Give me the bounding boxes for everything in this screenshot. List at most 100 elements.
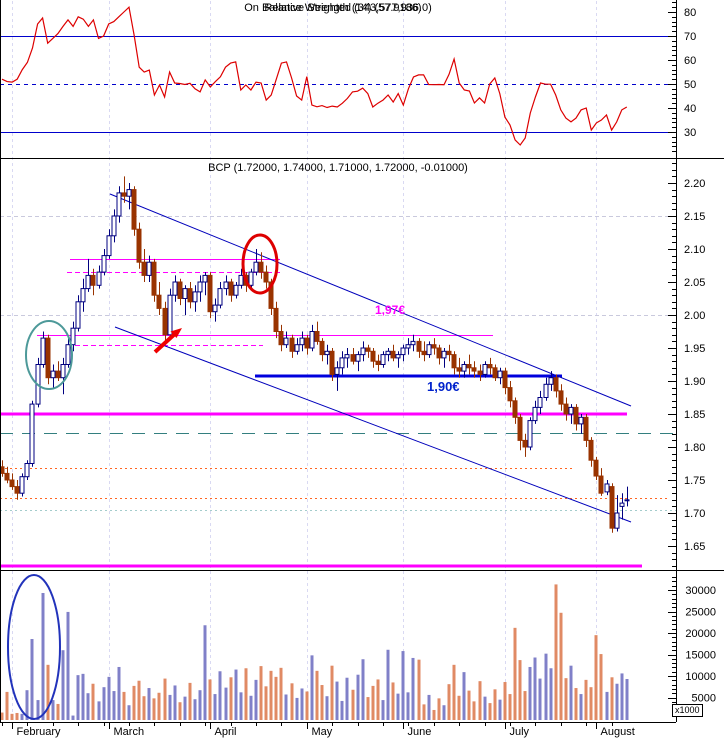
candle-body (0, 466, 5, 474)
candle-body (111, 215, 117, 237)
volume-bar (20, 713, 24, 720)
arrow-bounce[interactable] (153, 330, 179, 354)
trendline-lower-channel[interactable] (114, 326, 632, 523)
candle-body (45, 337, 51, 379)
volume-bar (142, 696, 146, 720)
candle-body (283, 337, 289, 346)
volume-axis-label: 10000 (685, 671, 716, 683)
candle-body (497, 370, 503, 379)
price-axis-label: 2.10 (684, 244, 705, 256)
candle-body (192, 291, 198, 303)
volume-bar (386, 649, 390, 720)
volume-bar (112, 691, 116, 720)
candle-body (421, 350, 427, 356)
volume-bar (97, 701, 101, 720)
candle-body (456, 367, 462, 372)
price-axis-label: 1.70 (684, 508, 705, 520)
volume-bar (351, 689, 355, 720)
volume-bar (620, 673, 624, 720)
candle-body (385, 350, 391, 356)
volume-bar (488, 703, 492, 720)
volume-bar (503, 682, 507, 720)
volume-bar (122, 691, 126, 720)
candle-body (350, 354, 356, 362)
rsi-axis-label: 70 (684, 31, 696, 43)
volume-plot-area[interactable] (0, 572, 676, 722)
volume-bar (366, 697, 370, 720)
volume-axis-label: 25000 (685, 607, 716, 619)
candle-body (40, 337, 46, 366)
volume-bar (117, 666, 121, 720)
candle-body (212, 304, 218, 313)
candle-body (593, 459, 599, 477)
candle-body (24, 463, 30, 478)
volume-bar (396, 693, 400, 720)
candle-body (578, 416, 584, 425)
volume-bar (518, 660, 522, 720)
volume-bar (193, 699, 197, 720)
candle-body (344, 354, 350, 359)
rsi-axis-label: 50 (684, 79, 696, 91)
candle-body (355, 354, 361, 362)
price-axis-label: 1.65 (684, 541, 705, 553)
volume-bar (615, 683, 619, 720)
ellipse-april-double-top[interactable] (241, 233, 279, 295)
volume-bar (71, 715, 75, 720)
volume-bar (371, 685, 375, 720)
volume-bar (127, 705, 131, 720)
candle-body (177, 281, 183, 299)
candle-body (517, 416, 523, 441)
candle-body (502, 370, 508, 389)
price-axis-label: 1.80 (684, 442, 705, 454)
volume-bar (279, 667, 283, 720)
candle-body (75, 301, 81, 329)
ellipse-february-consolidation[interactable] (25, 320, 73, 390)
volume-bar (544, 653, 548, 720)
candle-body (304, 337, 310, 349)
month-label: April (215, 726, 237, 738)
volume-bar (610, 677, 614, 720)
candle-body (532, 406, 538, 422)
volume-bar (325, 696, 329, 720)
candle-body (202, 274, 208, 283)
volume-bar (10, 713, 14, 720)
volume-bar (229, 677, 233, 720)
rsi-plot-area[interactable] (0, 0, 676, 158)
volume-bar (178, 702, 182, 720)
volume-bar (447, 684, 451, 720)
candle-body (136, 228, 142, 263)
candle-body (522, 439, 528, 448)
annotation-label-1-90[interactable]: 1,90€ (427, 379, 460, 394)
volume-bar (437, 698, 441, 720)
volume-bar (249, 695, 253, 720)
candle-body (558, 390, 564, 405)
candle-body (512, 400, 518, 418)
ellipse-volume-spike[interactable] (7, 574, 61, 720)
volume-bar (137, 680, 141, 720)
candle-body (70, 327, 76, 346)
volume-bar (411, 657, 415, 720)
candle-body (19, 476, 25, 494)
candle-body (461, 364, 467, 372)
volume-bar (25, 690, 29, 720)
month-label: August (601, 726, 635, 738)
candle-body (233, 284, 239, 296)
price-plot-area[interactable] (0, 160, 676, 570)
candle-body (598, 475, 604, 494)
price-axis-label: 1.90 (684, 376, 705, 388)
candle-body (537, 397, 543, 408)
candle-body (167, 294, 173, 336)
volume-bar (584, 679, 588, 720)
volume-bar (15, 712, 19, 720)
candle-body (619, 502, 625, 507)
volume-bar (427, 694, 431, 720)
volume-bar (81, 673, 85, 720)
month-label: May (312, 726, 333, 738)
trendline-upper-channel[interactable] (109, 193, 632, 407)
volume-bar (528, 666, 532, 720)
candle-body (268, 281, 274, 309)
candle-body (609, 486, 615, 529)
candle-body (289, 337, 295, 352)
volume-bar (594, 635, 598, 720)
annotation-label-1-97[interactable]: 1,97€ (375, 303, 406, 317)
